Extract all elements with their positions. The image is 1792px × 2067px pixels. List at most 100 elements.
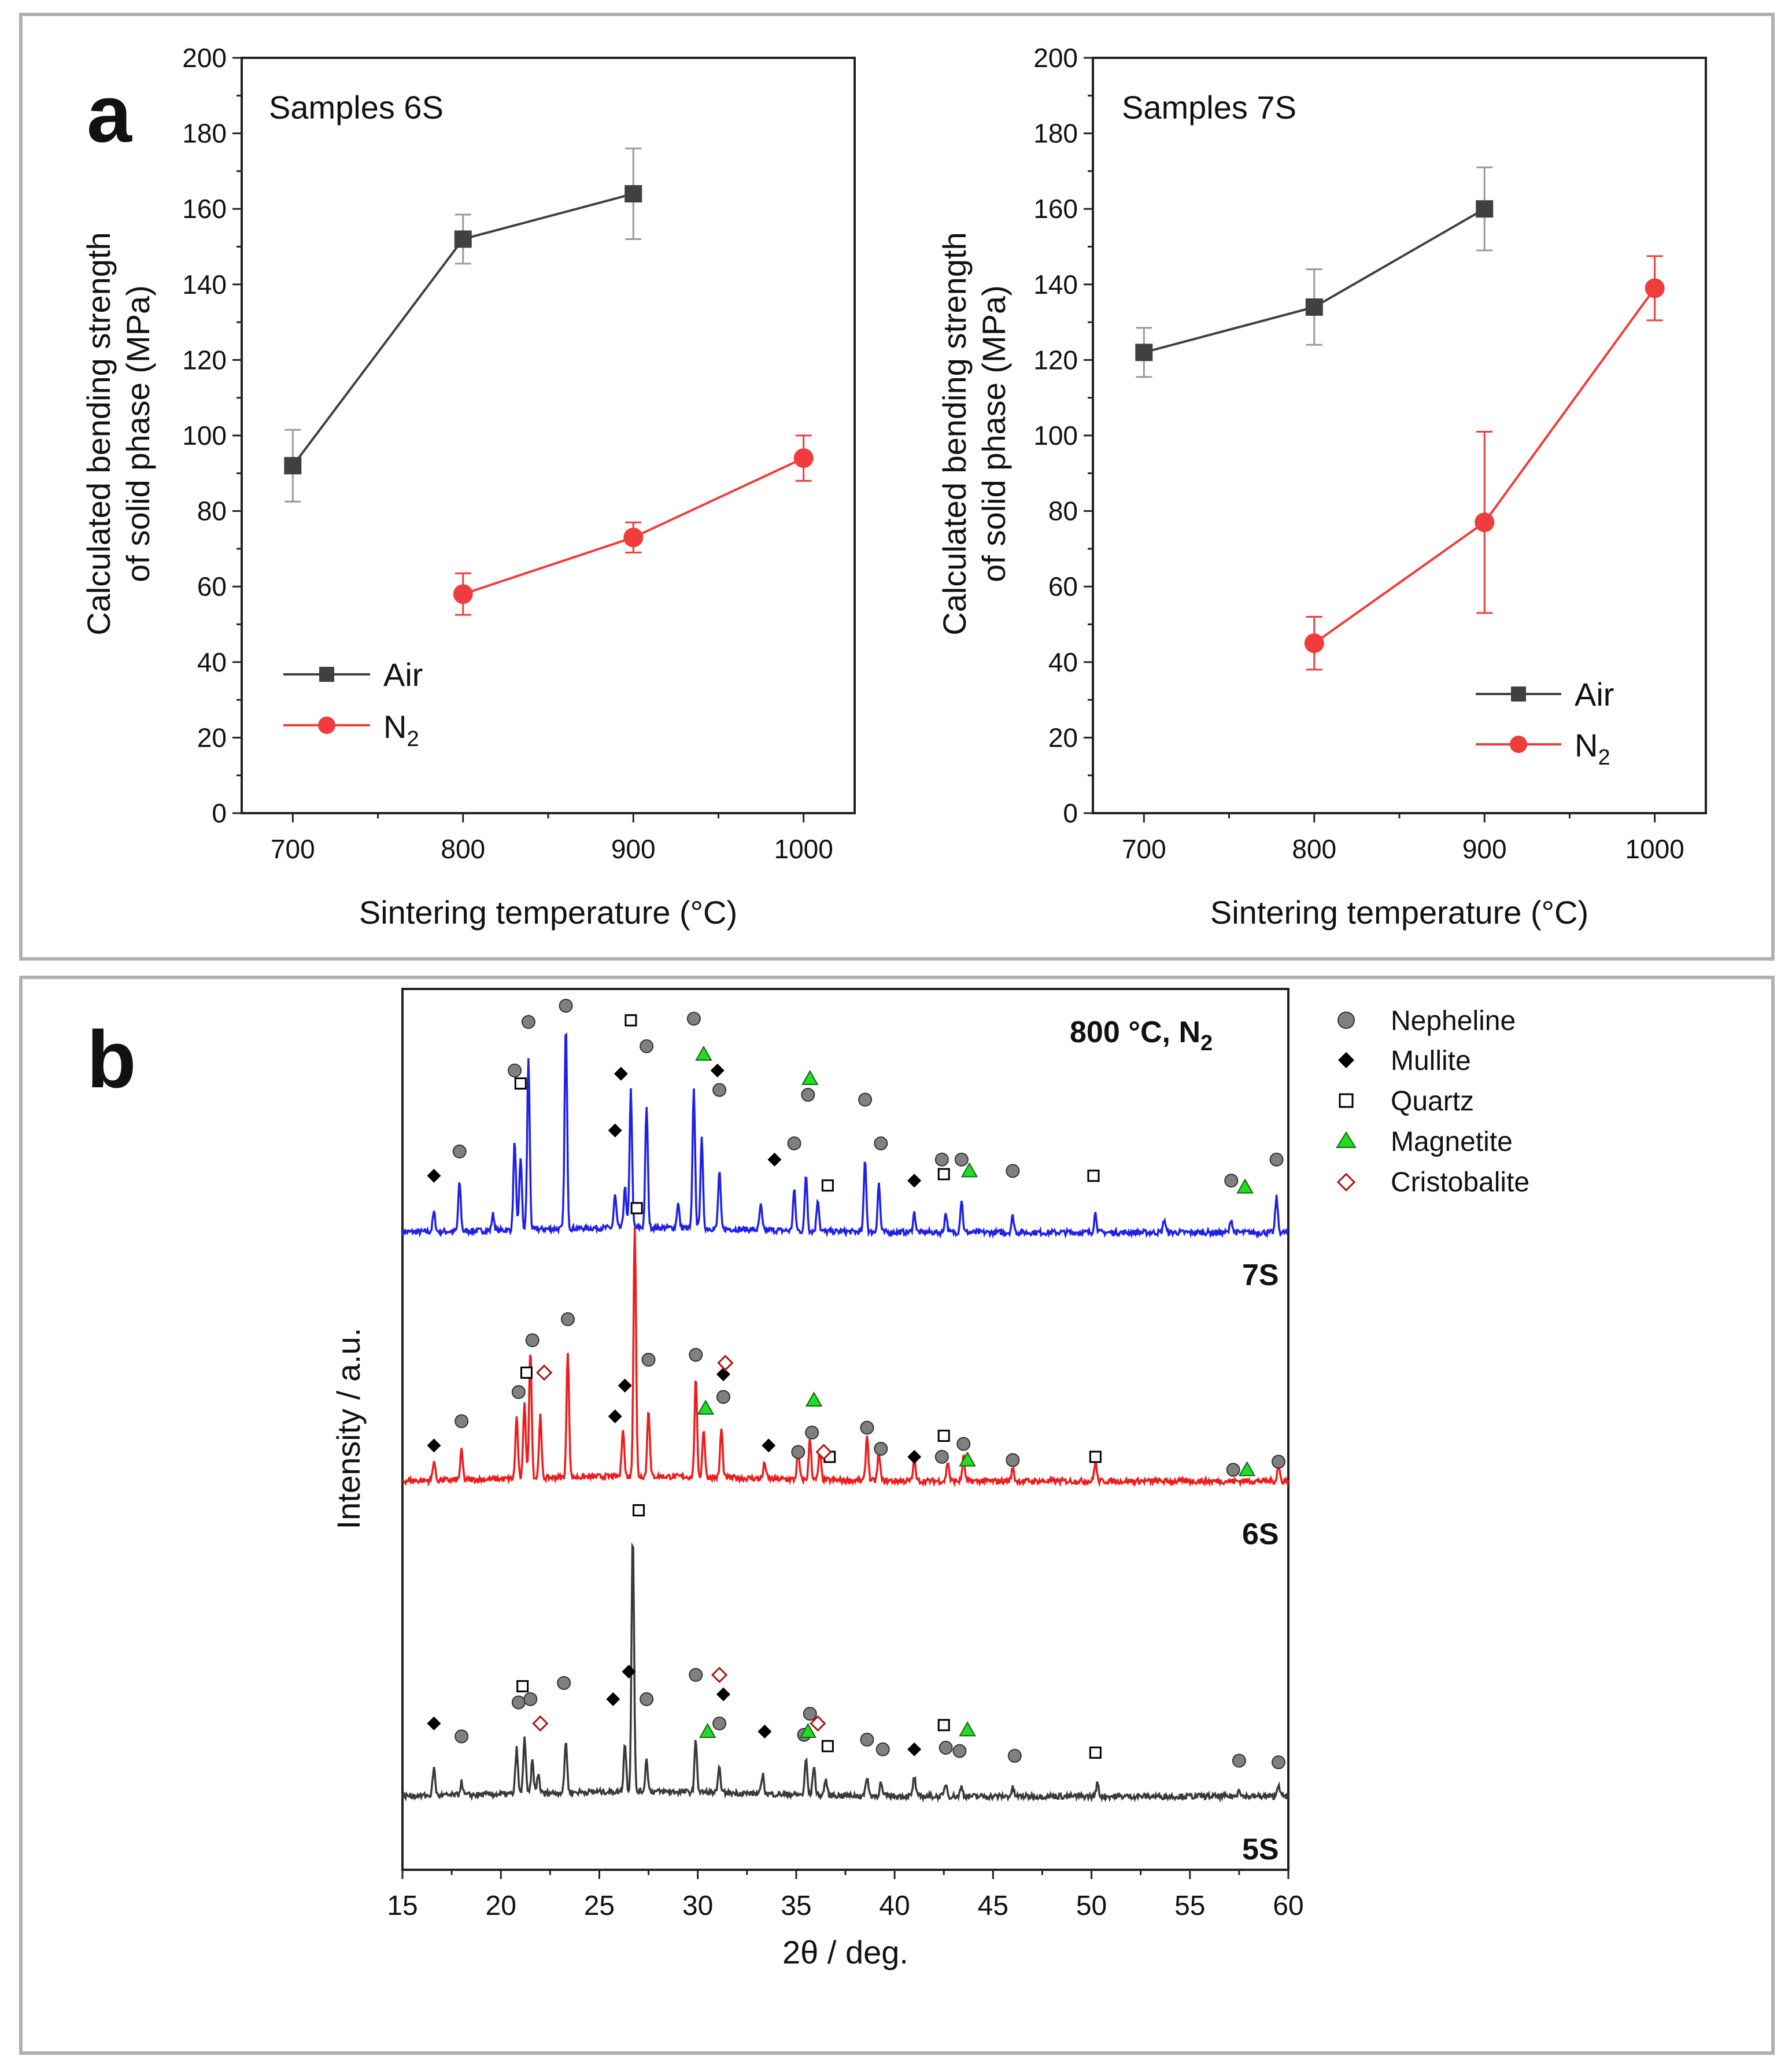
x-tick-label-xrd: 30: [682, 1891, 713, 1921]
marker-nepheline-7s: [508, 1064, 522, 1077]
legend-n2-6s: N2: [383, 708, 419, 751]
marker-nepheline-6s: [560, 1312, 575, 1326]
marker-nepheline-5s: [455, 1729, 469, 1744]
x-tick-label-6s: 900: [611, 834, 656, 864]
marker-magnetite-6s: [1238, 1461, 1256, 1477]
x-tick-label-xrd: 35: [781, 1891, 811, 1921]
x-tick-label-xrd: 55: [1174, 1891, 1205, 1921]
legend-mullite: Mullite: [1391, 1046, 1471, 1076]
marker-nepheline-6s: [791, 1445, 806, 1459]
y-axis-label-xrd: Intensity / a.u.: [330, 1328, 367, 1530]
marker-nepheline-6s: [1226, 1463, 1240, 1477]
legend-air-marker-7s: [1511, 686, 1526, 702]
y-axis-label-6s-line1: Calculated bending strength: [80, 232, 117, 635]
marker-nepheline-7s: [858, 1092, 873, 1107]
y-tick-label-6s: 60: [197, 571, 227, 601]
x-axis-label-6s: Sintering temperature (°C): [359, 894, 737, 931]
x-tick-label-7s: 800: [1292, 834, 1336, 864]
legend-n2-7s: N2: [1575, 727, 1610, 770]
y-tick-label-6s: 180: [182, 119, 227, 149]
y-tick-label-6s: 100: [182, 420, 227, 451]
legend-nepheline: Nepheline: [1391, 1006, 1516, 1036]
y-tick-label-6s: 0: [212, 798, 227, 828]
trace-label-5s: 5S: [1242, 1833, 1279, 1866]
y-tick-label-7s: 40: [1048, 647, 1078, 677]
marker-cristobalite-6s: [717, 1354, 734, 1371]
legend-quartz: Quartz: [1391, 1086, 1474, 1117]
legend-air-6s: Air: [383, 656, 423, 693]
marker-nepheline-6s: [511, 1385, 526, 1399]
marker-quartz-7s: [630, 1202, 643, 1215]
legend-air-7s: Air: [1575, 676, 1614, 713]
legend-n2-marker-7s: [1510, 736, 1527, 753]
legend-7s: Air N2: [1476, 676, 1614, 770]
marker-mullite-6s: [762, 1438, 776, 1453]
x-tick-label-xrd: 45: [978, 1891, 1008, 1921]
marker-nepheline-6s: [956, 1437, 971, 1451]
data-point-n2-7s: [1645, 278, 1665, 298]
y-tick-label-6s: 160: [182, 194, 227, 224]
marker-quartz-5s: [516, 1680, 529, 1693]
legend-quartz-marker: [1339, 1093, 1354, 1108]
marker-magnetite-5s: [699, 1722, 716, 1738]
marker-mullite-7s: [710, 1064, 725, 1077]
marker-nepheline-5s: [1007, 1749, 1022, 1763]
marker-quartz-6s: [1089, 1450, 1102, 1463]
marker-mullite-7s: [614, 1066, 628, 1081]
marker-quartz-5s: [821, 1740, 834, 1752]
x-tick-label-7s: 900: [1462, 834, 1507, 864]
x-tick-label-xrd: 20: [486, 1891, 516, 1921]
x-ticks-xrd: 15 20 25 30 35 40 45 50 55 60: [387, 1870, 1304, 1921]
legend-nepheline-marker: [1337, 1012, 1355, 1029]
data-point-air-6s: [625, 185, 642, 203]
marker-magnetite-6s: [959, 1451, 976, 1467]
x-ticks-7s: 700 800 900 1000: [1122, 813, 1684, 864]
chart-title-7s: Samples 7S: [1122, 89, 1296, 126]
y-tick-label-7s: 120: [1033, 345, 1078, 375]
marker-nepheline-5s: [523, 1692, 538, 1706]
marker-nepheline-7s: [452, 1145, 467, 1158]
marker-nepheline-5s: [1271, 1755, 1285, 1770]
panel-label-b: b: [87, 1014, 136, 1105]
x-tick-label-6s: 800: [441, 834, 485, 864]
data-point-air-7s: [1476, 200, 1494, 218]
marker-quartz-5s: [1089, 1746, 1102, 1759]
marker-magnetite-5s: [799, 1722, 817, 1738]
marker-cristobalite-5s: [711, 1666, 728, 1684]
legend-magnetite: Magnetite: [1391, 1127, 1513, 1157]
marker-nepheline-5s: [939, 1741, 953, 1755]
legend-magnetite-marker: [1336, 1131, 1357, 1148]
marker-quartz-6s: [937, 1430, 950, 1442]
marker-nepheline-5s: [689, 1668, 703, 1682]
x-axis-label-xrd: 2θ / deg.: [782, 1934, 908, 1970]
y-tick-label-6s: 140: [182, 270, 227, 300]
marker-magnetite-7s: [801, 1069, 819, 1085]
marker-nepheline-6s: [716, 1390, 730, 1404]
y-tick-label-7s: 80: [1048, 496, 1078, 526]
marker-quartz-7s: [625, 1014, 637, 1027]
data-point-n2-6s: [793, 448, 814, 468]
marker-quartz-7s: [514, 1077, 527, 1090]
y-tick-label-7s: 140: [1033, 270, 1078, 300]
y-tick-label-7s: 100: [1033, 420, 1078, 451]
y-tick-label-7s: 160: [1033, 194, 1078, 224]
marker-quartz-6s: [520, 1366, 533, 1379]
trace-label-7s: 7S: [1242, 1258, 1279, 1292]
x-axis-label-7s: Sintering temperature (°C): [1210, 894, 1588, 931]
marker-nepheline-7s: [640, 1039, 654, 1053]
xrd-legend: Nepheline Mullite Quartz Magnetite Crist…: [1336, 1006, 1529, 1198]
marker-magnetite-5s: [959, 1721, 976, 1737]
marker-nepheline-7s: [712, 1083, 727, 1097]
xrd-trace-6s: [402, 1227, 1289, 1488]
marker-mullite-7s: [907, 1173, 922, 1188]
legend-cristobalite-marker: [1336, 1172, 1356, 1192]
xrd-traces: [401, 1032, 1289, 1803]
marker-nepheline-5s: [860, 1733, 874, 1747]
marker-nepheline-7s: [559, 999, 573, 1013]
data-point-n2-6s: [453, 584, 473, 604]
y-tick-label-7s: 0: [1063, 798, 1078, 828]
marker-nepheline-7s: [521, 1015, 535, 1029]
x-ticks-6s: 700 800 900 1000: [271, 813, 833, 864]
xrd-trace-5s: [401, 1542, 1289, 1803]
